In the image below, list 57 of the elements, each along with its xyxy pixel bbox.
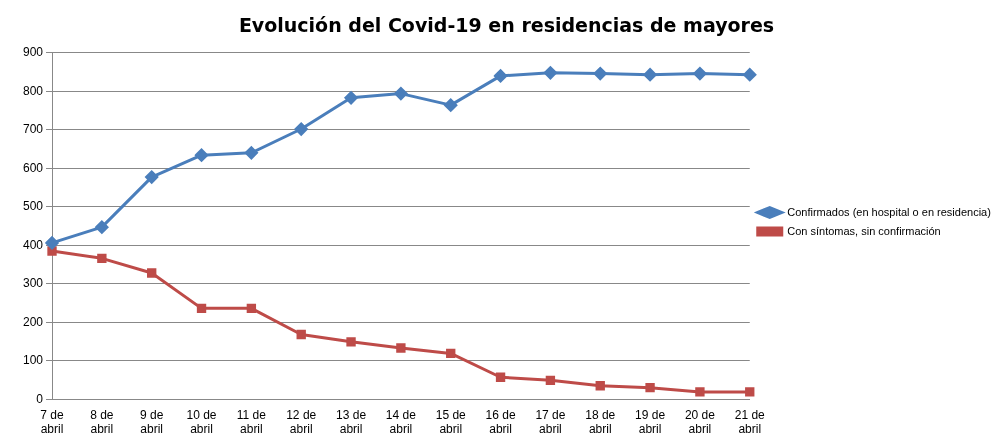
point <box>745 387 755 397</box>
x-tick-label: 16 de abril <box>485 407 516 437</box>
y-tick-label: 0 <box>36 391 44 406</box>
x-tick-label: 7 de abril <box>40 407 65 437</box>
x-tick-label: 20 de abril <box>684 407 716 437</box>
x-tick-label: 17 de abril <box>535 407 566 437</box>
point <box>543 66 557 80</box>
x-tick-label: 19 de abril <box>635 407 666 437</box>
x-tick-label: 18 de abril <box>585 407 616 437</box>
point <box>743 68 757 82</box>
x-tick-label: 14 de abril <box>385 407 417 437</box>
point <box>246 303 257 314</box>
x-tick-label: 9 de abril <box>140 407 164 437</box>
point <box>495 372 506 382</box>
legend-label: Confirmados (en hospital o en residencia) <box>787 205 991 218</box>
point <box>294 122 308 136</box>
point <box>145 170 159 184</box>
point <box>97 253 107 264</box>
y-tick-label: 300 <box>22 276 44 291</box>
x-tick-label: 13 de abril <box>336 407 367 437</box>
x-tick-label: 15 de abril <box>435 407 467 437</box>
point <box>645 382 655 393</box>
point <box>446 348 456 359</box>
x-tick-label: 12 de abril <box>286 407 317 437</box>
point <box>346 337 356 347</box>
legend-label: Con síntomas, sin confirmación <box>787 224 941 237</box>
point <box>643 68 657 82</box>
point <box>396 343 406 353</box>
x-tick-label: 10 de abril <box>186 407 217 437</box>
point <box>693 67 707 81</box>
y-tick-label: 600 <box>22 160 44 175</box>
point <box>695 387 705 397</box>
y-tick-label: 100 <box>22 353 44 368</box>
y-tick-label: 400 <box>22 237 44 252</box>
point <box>595 381 605 391</box>
point <box>296 329 306 340</box>
point <box>444 98 458 112</box>
point <box>593 67 607 81</box>
point <box>244 146 258 160</box>
point <box>494 69 508 83</box>
chart-title: Evolución del Covid-19 en residencias de mayores <box>238 14 775 37</box>
point <box>344 91 358 105</box>
point <box>394 87 408 101</box>
x-tick-label: 8 de abril <box>90 407 114 437</box>
y-tick-label: 200 <box>22 314 44 329</box>
y-tick-label: 900 <box>22 45 44 60</box>
point <box>545 375 556 386</box>
x-tick-label: 21 de abril <box>734 407 766 437</box>
point <box>95 220 109 234</box>
point <box>196 303 207 314</box>
point <box>45 236 59 250</box>
y-tick-label: 500 <box>22 199 44 214</box>
point <box>147 268 157 278</box>
point <box>195 148 209 162</box>
y-tick-label: 700 <box>22 122 44 137</box>
y-tick-label: 800 <box>22 83 44 98</box>
x-tick-label: 11 de abril <box>236 407 267 437</box>
